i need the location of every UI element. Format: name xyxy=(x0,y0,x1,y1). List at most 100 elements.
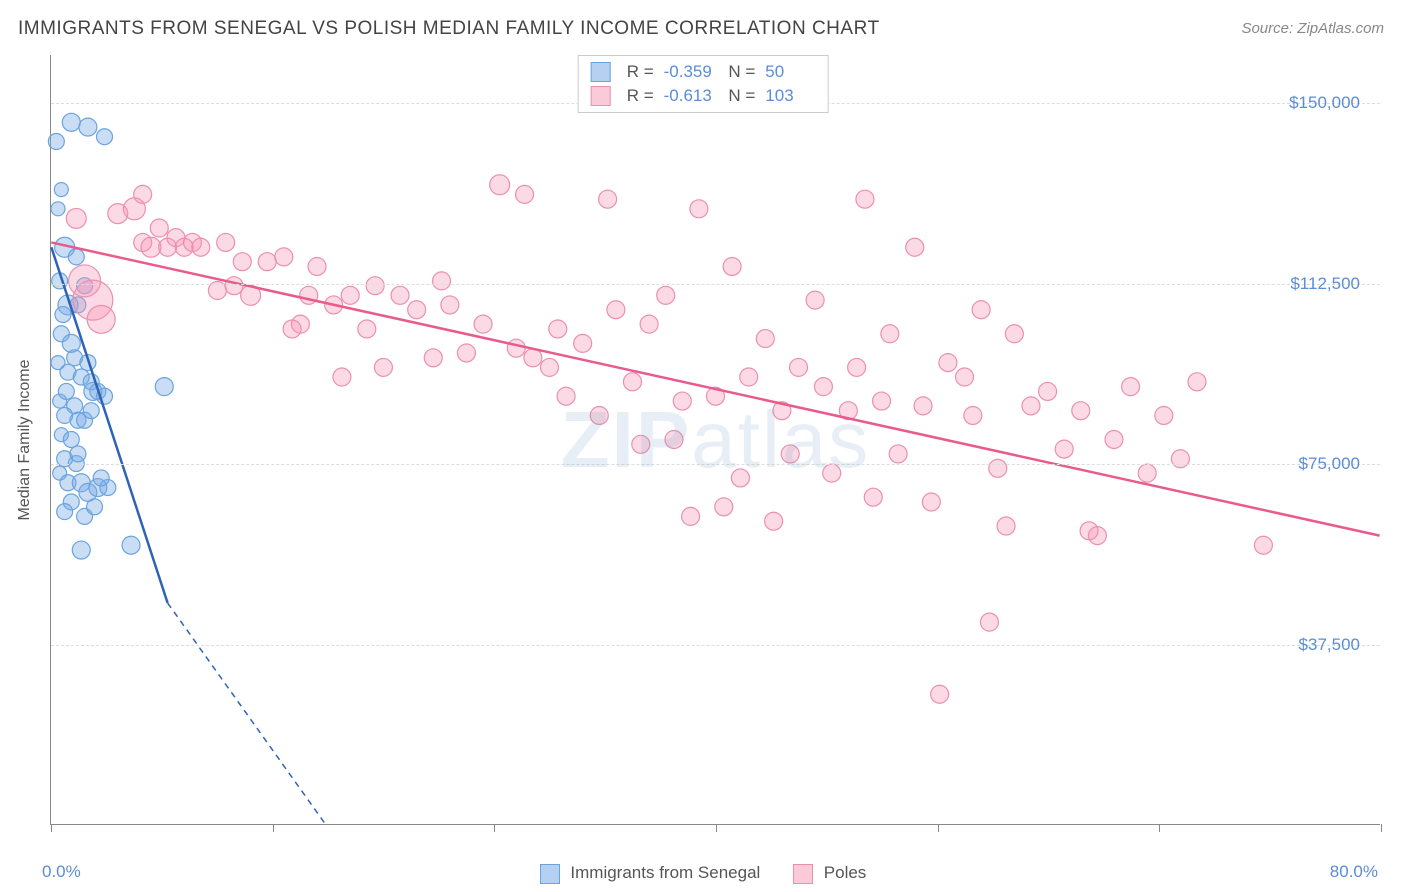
data-point xyxy=(62,113,80,131)
data-point xyxy=(989,459,1007,477)
data-point xyxy=(731,469,749,487)
data-point xyxy=(1122,378,1140,396)
data-point xyxy=(424,349,442,367)
data-point xyxy=(939,354,957,372)
data-point xyxy=(283,320,301,338)
data-point xyxy=(623,373,641,391)
data-point xyxy=(122,536,140,554)
legend-label-poles: Poles xyxy=(824,863,867,882)
data-point xyxy=(864,488,882,506)
data-point xyxy=(781,445,799,463)
gridline xyxy=(51,464,1380,465)
data-point xyxy=(906,238,924,256)
data-point xyxy=(922,493,940,511)
data-point xyxy=(1055,440,1073,458)
data-point xyxy=(366,277,384,295)
data-point xyxy=(1022,397,1040,415)
data-point xyxy=(51,202,65,216)
data-point xyxy=(765,512,783,530)
data-point xyxy=(881,325,899,343)
legend-label-senegal: Immigrants from Senegal xyxy=(570,863,760,882)
data-point xyxy=(823,464,841,482)
x-tick xyxy=(1381,824,1382,832)
data-point xyxy=(1072,402,1090,420)
data-point xyxy=(931,685,949,703)
x-tick xyxy=(51,824,52,832)
chart-svg xyxy=(51,55,1380,824)
data-point xyxy=(956,368,974,386)
data-point xyxy=(607,301,625,319)
data-point xyxy=(682,507,700,525)
data-point xyxy=(1188,373,1206,391)
data-point xyxy=(1254,536,1272,554)
data-point xyxy=(55,307,71,323)
data-point xyxy=(715,498,733,516)
data-point xyxy=(574,334,592,352)
data-point xyxy=(997,517,1015,535)
data-point xyxy=(964,406,982,424)
data-point xyxy=(192,238,210,256)
data-point xyxy=(358,320,376,338)
data-point xyxy=(740,368,758,386)
bottom-legend: Immigrants from Senegal Poles xyxy=(0,863,1406,884)
data-point xyxy=(68,249,84,265)
data-point xyxy=(408,301,426,319)
x-tick xyxy=(273,824,274,832)
data-point xyxy=(63,432,79,448)
x-tick xyxy=(494,824,495,832)
data-point xyxy=(141,237,161,257)
gridline xyxy=(51,284,1380,285)
x-tick xyxy=(938,824,939,832)
chart-container: IMMIGRANTS FROM SENEGAL VS POLISH MEDIAN… xyxy=(0,0,1406,892)
data-point xyxy=(549,320,567,338)
y-tick-label: $112,500 xyxy=(1290,274,1360,294)
data-point xyxy=(516,185,534,203)
data-point xyxy=(873,392,891,410)
data-point xyxy=(806,291,824,309)
data-point xyxy=(673,392,691,410)
data-point xyxy=(66,208,86,228)
data-point xyxy=(233,253,251,271)
data-point xyxy=(856,190,874,208)
gridline xyxy=(51,645,1380,646)
chart-title: IMMIGRANTS FROM SENEGAL VS POLISH MEDIAN… xyxy=(18,18,880,40)
trendline xyxy=(51,242,1379,535)
legend-swatch-poles xyxy=(793,864,813,884)
data-point xyxy=(474,315,492,333)
legend-item-senegal: Immigrants from Senegal xyxy=(540,863,761,884)
n-value-senegal: 50 xyxy=(765,62,815,82)
data-point xyxy=(87,499,103,515)
data-point xyxy=(275,248,293,266)
data-point xyxy=(79,118,97,136)
x-tick xyxy=(716,824,717,832)
data-point xyxy=(258,253,276,271)
data-point xyxy=(657,286,675,304)
data-point xyxy=(790,358,808,376)
data-point xyxy=(1155,406,1173,424)
data-point xyxy=(632,435,650,453)
data-point xyxy=(433,272,451,290)
data-point xyxy=(217,233,235,251)
data-point xyxy=(524,349,542,367)
data-point xyxy=(391,286,409,304)
data-point xyxy=(70,446,86,462)
y-axis-label: Median Family Income xyxy=(16,360,34,521)
data-point xyxy=(980,613,998,631)
data-point xyxy=(62,334,80,352)
legend-swatch-senegal xyxy=(540,864,560,884)
y-tick-label: $37,500 xyxy=(1299,635,1360,655)
data-point xyxy=(83,403,99,419)
data-point xyxy=(540,358,558,376)
data-point xyxy=(814,378,832,396)
data-point xyxy=(914,397,932,415)
n-value-poles: 103 xyxy=(765,86,815,106)
data-point xyxy=(97,129,113,145)
data-point xyxy=(225,277,243,295)
y-tick-label: $150,000 xyxy=(1289,93,1360,113)
data-point xyxy=(690,200,708,218)
data-point xyxy=(87,305,115,333)
data-point xyxy=(54,183,68,197)
x-tick xyxy=(1159,824,1160,832)
plot-area: ZIPatlas $37,500$75,000$112,500$150,000 xyxy=(50,55,1380,825)
data-point xyxy=(155,378,173,396)
